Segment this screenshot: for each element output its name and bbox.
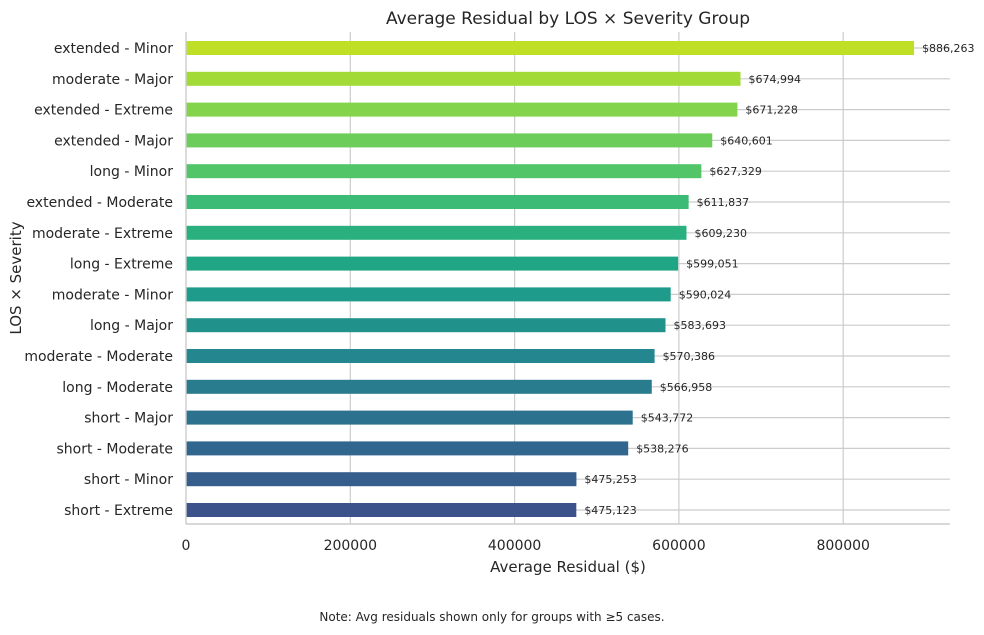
bar	[186, 379, 652, 394]
y-tick-label: extended - Major	[54, 133, 173, 149]
bar	[186, 287, 671, 302]
y-tick-label: short - Minor	[84, 472, 173, 488]
chart-title: Average Residual by LOS × Severity Group	[386, 9, 750, 29]
y-tick-label: long - Minor	[90, 164, 174, 180]
bar-value-label: $609,230	[694, 227, 747, 240]
bar	[186, 195, 689, 209]
bar-chart: $886,263 $674,994 $671,228 $640,601 $627,329…	[7, 9, 975, 576]
x-tick-label: 200000	[324, 538, 377, 554]
bar	[186, 256, 679, 271]
bar-value-label: $475,253	[584, 473, 637, 486]
bar	[186, 133, 713, 148]
y-tick-label: short - Moderate	[56, 441, 173, 457]
bar-value-label: $583,693	[674, 319, 727, 332]
bar	[186, 102, 738, 117]
bar-value-label: $611,837	[697, 196, 750, 209]
y-tick-label: long - Major	[90, 318, 173, 334]
bar-value-label: $475,123	[584, 504, 637, 517]
y-tick-label: extended - Moderate	[26, 195, 173, 211]
bar	[186, 318, 666, 333]
y-tick-label: short - Major	[84, 411, 173, 427]
footnote: Note: Avg residuals shown only for group…	[319, 610, 665, 624]
bar-value-label: $566,958	[660, 381, 713, 394]
bar-value-label: $886,263	[922, 42, 975, 55]
y-tick-label: long - Moderate	[62, 380, 173, 396]
bar-value-label: $674,994	[749, 73, 802, 86]
bar-value-label: $671,228	[745, 104, 798, 117]
x-tick-label: 0	[182, 538, 191, 554]
y-axis-label: LOS × Severity	[7, 221, 25, 334]
bar	[186, 410, 633, 425]
bar	[186, 41, 915, 55]
bars	[186, 41, 915, 517]
y-tick-label: moderate - Moderate	[24, 349, 173, 365]
bar	[186, 503, 577, 517]
bar	[186, 225, 687, 240]
bar	[186, 349, 655, 363]
bar-value-label: $570,386	[663, 350, 716, 363]
bar-value-label: $640,601	[720, 134, 773, 147]
y-tick-labels: extended - Minor moderate - Major extended…	[24, 41, 173, 519]
bar	[186, 71, 741, 86]
y-tick-label: long - Extreme	[70, 257, 173, 273]
bar	[186, 441, 629, 456]
y-tick-label: short - Extreme	[64, 503, 173, 519]
bar-value-label: $599,051	[686, 258, 739, 271]
y-tick-label: moderate - Minor	[52, 287, 174, 303]
y-tick-label: moderate - Extreme	[32, 226, 173, 242]
y-tick-label: extended - Minor	[54, 41, 173, 57]
bar-value-label: $538,276	[636, 442, 689, 455]
y-tick-label: extended - Extreme	[34, 103, 173, 119]
bar-value-label: $543,772	[641, 412, 694, 425]
y-tick-label: moderate - Major	[52, 72, 173, 88]
x-axis-label: Average Residual ($)	[490, 558, 646, 576]
bar	[186, 164, 702, 179]
bar	[186, 472, 577, 487]
x-tick-label: 400000	[488, 538, 541, 554]
bar-value-label: $590,024	[679, 288, 732, 301]
x-tick-labels: 0 200000 400000 600000 800000	[182, 538, 870, 554]
value-labels: $886,263 $674,994 $671,228 $640,601 $627,329…	[584, 42, 974, 517]
bar-value-label: $627,329	[709, 165, 762, 178]
x-tick-label: 600000	[652, 538, 705, 554]
x-tick-label: 800000	[816, 538, 869, 554]
